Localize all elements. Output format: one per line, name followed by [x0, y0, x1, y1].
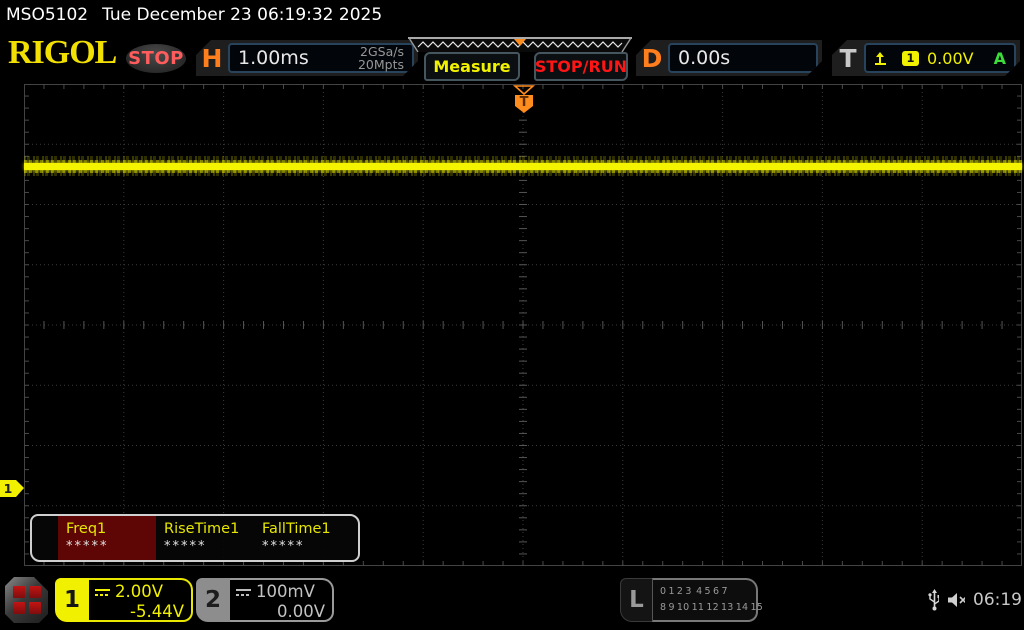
digital-row-2: 8 9 10 11 12 13 14 15	[660, 602, 763, 613]
digital-tab[interactable]: L	[620, 578, 652, 622]
stop-run-button[interactable]: STOP/RUN	[534, 52, 628, 81]
toolbar: RIGOL STOP H 1.00ms 2GSa/s 20Mpts	[0, 30, 1024, 84]
menu-button[interactable]	[5, 577, 48, 623]
channel2-values[interactable]: 100mV 0.00V	[230, 578, 334, 622]
channel2-scale: 100mV	[256, 582, 315, 601]
trigger-position-marker[interactable]: T	[512, 84, 536, 114]
preview-trigger-position-icon	[514, 39, 526, 46]
channel1-tab[interactable]: 1	[55, 578, 89, 622]
rigol-logo: RIGOL	[8, 34, 117, 71]
trigger-level-value: 0.00V	[927, 48, 974, 68]
title-bar: MSO5102 Tue December 23 06:19:32 2025	[0, 0, 1024, 30]
delay-value: 0.00s	[678, 47, 731, 69]
delay-label: D	[641, 43, 663, 73]
channel1-status[interactable]: 1 2.00V -5.44V	[55, 578, 193, 622]
channel1-scale: 2.00V	[115, 582, 164, 601]
delay-settings-block[interactable]: D 0.00s	[636, 40, 822, 76]
digital-channel-list[interactable]: 0 1 2 3 4 5 6 7 8 9 10 11 12 13 14 15	[652, 578, 763, 622]
trigger-label: T	[839, 43, 857, 73]
svg-text:T: T	[520, 95, 529, 110]
ch1-ground-marker[interactable]: 1	[0, 480, 24, 497]
dc-coupling-icon	[95, 588, 110, 596]
run-state-badge: STOP	[126, 44, 186, 73]
graticule: T Freq1 ***** RiseTime1 ***** FallTime1 …	[24, 84, 1022, 566]
trigger-inner[interactable]: 1 0.00V A	[864, 43, 1016, 73]
trigger-source-badge: 1	[902, 51, 919, 66]
preview-zigzag	[408, 37, 632, 53]
channel1-values[interactable]: 2.00V -5.44V	[89, 578, 193, 622]
measurement-falltime1[interactable]: FallTime1 *****	[254, 516, 352, 560]
measurement-label: FallTime1	[262, 521, 331, 537]
usb-icon[interactable]	[928, 589, 939, 611]
measurement-label: Freq1	[66, 521, 107, 537]
channel1-offset: -5.44V	[130, 602, 184, 621]
ch1-trace	[24, 163, 1022, 170]
measurement-label: RiseTime1	[164, 521, 240, 537]
measure-button[interactable]: Measure	[424, 52, 520, 81]
acquisition-info: 2GSa/s 20Mpts	[358, 45, 404, 71]
trigger-settings-block[interactable]: T 1 0.00V A	[832, 40, 1020, 76]
channel2-offset: 0.00V	[276, 602, 325, 621]
horizontal-inner[interactable]: 1.00ms 2GSa/s 20Mpts	[228, 43, 414, 73]
digital-row-1: 0 1 2 3 4 5 6 7	[660, 586, 728, 597]
timebase-value: 1.00ms	[238, 47, 309, 69]
dc-coupling-icon	[236, 588, 251, 596]
clock: 06:19	[973, 590, 1022, 610]
horizontal-settings-block[interactable]: H 1.00ms 2GSa/s 20Mpts	[196, 40, 418, 76]
sample-rate: 2GSa/s	[360, 44, 404, 59]
measurement-risetime1[interactable]: RiseTime1 *****	[156, 516, 254, 560]
channel2-tab[interactable]: 2	[196, 578, 230, 622]
speaker-muted-icon[interactable]	[947, 591, 965, 609]
measurement-value: *****	[66, 539, 109, 554]
rising-edge-icon	[874, 51, 890, 66]
measurement-freq1[interactable]: Freq1 *****	[58, 516, 156, 560]
delay-inner[interactable]: 0.00s	[668, 43, 818, 73]
measurement-panel[interactable]: Freq1 ***** RiseTime1 ***** FallTime1 **…	[30, 514, 360, 562]
horizontal-label: H	[201, 43, 223, 73]
windows-icon	[12, 586, 41, 614]
status-tray: 06:19	[928, 582, 1022, 618]
model-name: MSO5102	[6, 5, 89, 25]
datetime: Tue December 23 06:19:32 2025	[102, 5, 383, 25]
bottom-bar: 1 2.00V -5.44V 2	[0, 570, 1024, 630]
waveform-preview-bar[interactable]	[408, 37, 632, 53]
measurement-value: *****	[262, 539, 305, 554]
memory-depth: 20Mpts	[357, 57, 404, 72]
channel2-status[interactable]: 2 100mV 0.00V	[196, 578, 334, 622]
digital-channels-status[interactable]: L 0 1 2 3 4 5 6 7 8 9 10 11 12 13 14 15	[620, 578, 763, 622]
trigger-mode: A	[993, 48, 1006, 68]
measurement-value: *****	[164, 539, 207, 554]
